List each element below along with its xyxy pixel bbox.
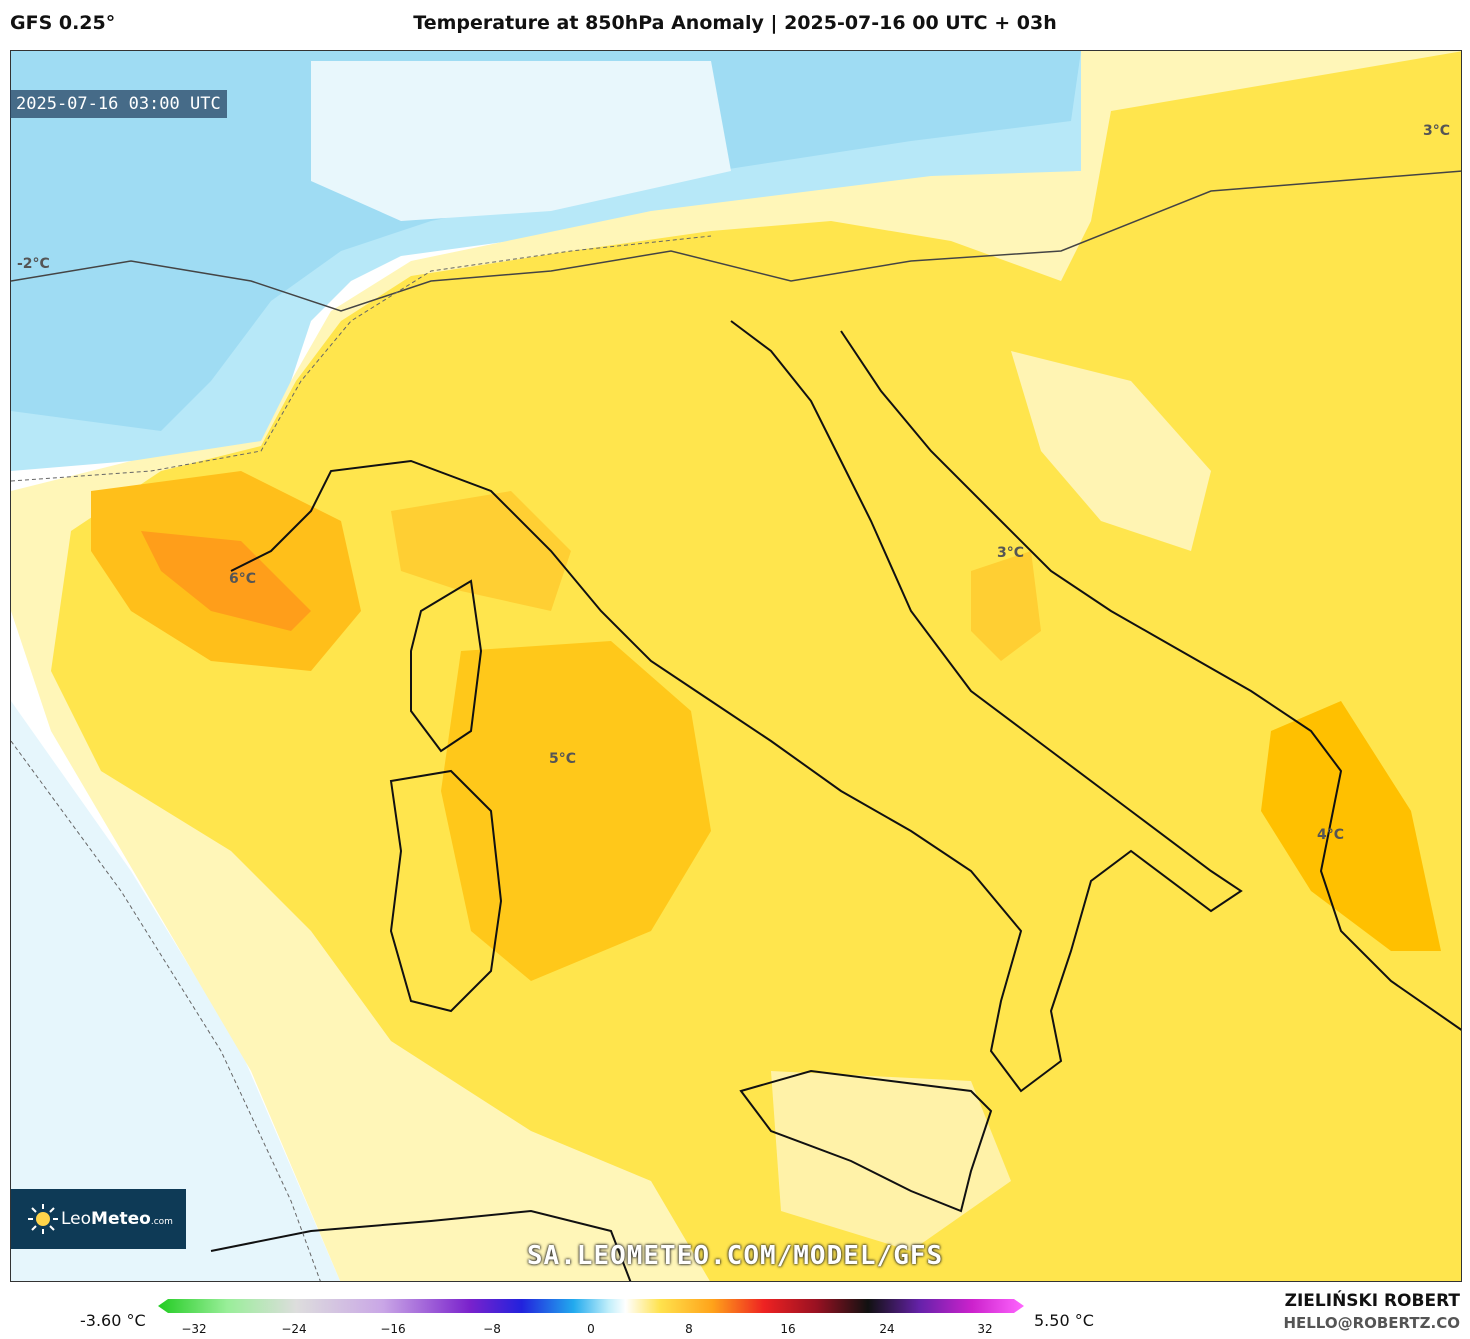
balkan-coastline	[840, 330, 1461, 1031]
model-name: GFS 0.25°	[10, 12, 116, 34]
colorbar-max-label: 5.50 °C	[1034, 1311, 1094, 1330]
label-tyrrhenian: 5°C	[549, 751, 577, 767]
logo-text: LeoMeteo.com	[61, 1209, 173, 1229]
map-panel: -2°C 6°C 5°C 3°C 3°C 4°C	[10, 50, 1462, 1282]
author-email[interactable]: HELLO@ROBERTZ.CO	[1283, 1314, 1460, 1332]
label-west: -2°C	[17, 256, 50, 272]
hottest-core-gulf-of-lion	[141, 531, 311, 631]
colorbar-tick: 8	[685, 1322, 693, 1336]
italy-coastline	[230, 320, 1243, 1093]
zero-contour	[11, 235, 712, 482]
author-name: ZIELIŃSKI ROBERT	[1284, 1291, 1460, 1311]
label-balkans-ne: 3°C	[1423, 123, 1451, 139]
colorbar	[158, 1299, 1024, 1313]
anomaly-map	[11, 51, 1461, 1281]
corsica-outline	[410, 579, 483, 753]
colorbar-tick: −32	[181, 1322, 207, 1336]
watermark-url: SA.LEOMETEO.COM/MODEL/GFS	[526, 1241, 944, 1271]
north-africa-coast	[210, 1209, 632, 1281]
sardinia-outline	[389, 769, 503, 1013]
chart-title: Temperature at 850hPa Anomaly | 2025-07-…	[413, 12, 1057, 34]
valid-time-badge: 2025-07-16 03:00 UTC	[10, 90, 227, 118]
label-adriatic: 3°C	[997, 545, 1025, 561]
warmer-core-adriatic	[971, 551, 1041, 661]
warmer-core-liguria	[391, 491, 571, 611]
colorbar-min-label: -3.60 °C	[80, 1311, 146, 1330]
cool-patch-alps	[311, 61, 731, 221]
leometeo-logo[interactable]: LeoMeteo.com	[11, 1189, 186, 1249]
colorbar-tick: 16	[780, 1322, 796, 1336]
label-gulf-of-lion: 6°C	[229, 571, 257, 587]
sun-icon	[27, 1203, 59, 1235]
label-greece: 4°C	[1317, 827, 1345, 843]
colorbar-tick: 24	[879, 1322, 895, 1336]
colorbar-tick: 0	[587, 1322, 595, 1336]
cool-region-west	[11, 701, 341, 1281]
colorbar-tick: 32	[977, 1322, 993, 1336]
sicily-outline	[739, 1069, 993, 1213]
colorbar-tick: −24	[281, 1322, 307, 1336]
pale-strip-adriatic-east	[1011, 351, 1211, 551]
cool-contour-sw	[11, 740, 321, 1281]
warmer-core-greece	[1261, 701, 1441, 951]
cold-core-alps	[11, 51, 1081, 431]
warmer-core-tyrrhenian	[441, 641, 711, 981]
alpine-borders	[11, 170, 1461, 312]
colorbar-tick: −16	[380, 1322, 406, 1336]
colorbar-tick: −8	[483, 1322, 501, 1336]
